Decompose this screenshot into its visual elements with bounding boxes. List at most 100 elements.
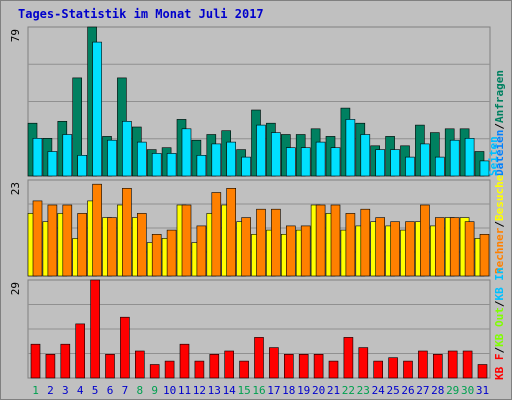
bar-rechner-day-17 (271, 208, 281, 277)
bar-dateien-day-7 (122, 121, 132, 177)
x-tick-label: 3 (62, 384, 69, 397)
x-tick-label: 28 (431, 384, 444, 397)
bar-rechner-day-10 (166, 229, 177, 277)
bar-anfragen-day-28 (429, 132, 440, 177)
bar-kb_f-day-21 (328, 360, 339, 379)
x-tick-label: 7 (122, 384, 129, 397)
bar-dateien-day-17 (271, 132, 281, 177)
bar-rechner-day-16 (256, 208, 266, 277)
x-tick-label: 1 (32, 384, 39, 397)
x-tick-label: 19 (297, 384, 310, 397)
bar-kb_f-day-9 (149, 364, 160, 379)
bar-rechner-day-8 (137, 213, 147, 277)
legend-dateien: Dateien (493, 130, 506, 176)
bar-dateien-day-4 (77, 155, 87, 177)
bar-dateien-day-12 (196, 155, 207, 177)
x-tick-label: 16 (252, 384, 265, 397)
legend-kb-f: KB F (493, 354, 506, 381)
bar-rechner-day-18 (285, 225, 296, 277)
bar-dateien-day-13 (211, 143, 222, 177)
x-tick-label: 21 (327, 384, 340, 397)
bar-kb_f-day-17 (269, 347, 279, 379)
bar-kb_f-day-23 (358, 347, 369, 379)
panel-visits: 23 (9, 179, 491, 277)
bar-kb_f-day-5 (90, 279, 100, 379)
legend-separator: / (493, 221, 506, 228)
bar-rechner-day-7 (122, 188, 132, 277)
bar-dateien-day-3 (62, 134, 73, 177)
bar-dateien-day-16 (256, 124, 266, 177)
panel-max-label: 23 (9, 182, 22, 195)
x-tick-label: 30 (461, 384, 474, 397)
bar-dateien-day-8 (137, 141, 147, 177)
bar-rechner-day-21 (330, 204, 341, 277)
x-tick-label: 17 (267, 384, 280, 397)
bar-dateien-day-28 (434, 156, 445, 177)
bar-rechner-day-14 (226, 188, 236, 277)
bar-rechner-day-4 (77, 213, 87, 277)
x-tick-label: 22 (342, 384, 355, 397)
bar-rechner-day-13 (211, 192, 222, 277)
bar-dateien-day-15 (241, 156, 251, 177)
bar-dateien-day-21 (330, 147, 341, 177)
legend-seiten: Seiten (487, 136, 500, 176)
bar-dateien-day-1 (32, 138, 43, 177)
legend-visits: Rechner/Besuche (493, 174, 506, 274)
bar-rechner-day-30 (464, 221, 475, 277)
bar-dateien-day-11 (181, 128, 192, 177)
bar-rechner-day-15 (241, 217, 251, 277)
bar-rechner-day-23 (360, 208, 371, 277)
bar-dateien-day-2 (47, 151, 58, 177)
legend-separator: / (493, 347, 506, 354)
x-tick-label: 12 (193, 384, 206, 397)
bar-kb_f-day-4 (75, 323, 85, 379)
bar-rechner-day-3 (62, 204, 73, 277)
x-tick-label: 20 (312, 384, 325, 397)
bar-dateien-day-5 (92, 41, 102, 177)
bar-kb_f-day-11 (179, 343, 190, 379)
x-tick-label: 25 (386, 384, 399, 397)
bar-rechner-day-9 (151, 234, 162, 277)
bar-dateien-day-14 (226, 141, 236, 177)
bar-dateien-day-29 (449, 139, 460, 177)
bar-kb_f-day-10 (164, 360, 175, 379)
bar-dateien-day-24 (375, 149, 386, 177)
bar-dateien-day-25 (390, 149, 400, 177)
legend-rechner: Rechner (493, 227, 506, 274)
bar-kb_f-day-16 (254, 337, 264, 379)
legend-besuche: Besuche (493, 174, 506, 221)
legend-requests: Dateien/Anfragen (493, 70, 506, 176)
bar-dateien-day-6 (107, 139, 117, 177)
bar-dateien-day-10 (166, 153, 177, 177)
bar-kb_f-day-15 (239, 360, 249, 379)
bar-dateien-day-30 (464, 138, 475, 177)
bar-kb_f-day-14 (224, 350, 234, 379)
bar-dateien-day-18 (285, 147, 296, 177)
x-tick-label: 10 (163, 384, 176, 397)
legend-kb-in: KB In (493, 267, 506, 300)
x-tick-label: 5 (92, 384, 99, 397)
x-tick-label: 4 (77, 384, 84, 397)
legend-separator: / (493, 300, 506, 307)
x-tick-label: 2 (47, 384, 54, 397)
chart-title: Tages-Statistik im Monat Juli 2017 (18, 7, 264, 21)
x-tick-label: 23 (357, 384, 370, 397)
bar-dateien-day-26 (405, 156, 415, 177)
bar-rechner-day-22 (345, 213, 356, 277)
legend-anfragen: Anfragen (493, 70, 506, 123)
bar-rechner-day-5 (92, 183, 102, 277)
legend-kb-out: KB Out (493, 307, 506, 347)
bar-dateien-day-27 (420, 143, 430, 177)
bar-kb_f-day-24 (373, 360, 384, 379)
panel-max-label: 29 (9, 282, 22, 295)
panel-kbytes: 29 (9, 279, 491, 379)
x-tick-label: 18 (282, 384, 295, 397)
bar-kb_f-day-19 (298, 353, 309, 379)
bar-rechner-day-11 (181, 204, 192, 277)
bar-rechner-day-31 (479, 234, 490, 277)
bar-kb_f-day-30 (462, 350, 473, 379)
x-tick-label: 9 (151, 384, 158, 397)
x-tick-label: 8 (136, 384, 143, 397)
bar-kb_f-day-22 (343, 337, 354, 379)
bar-kb_f-day-12 (194, 360, 205, 379)
